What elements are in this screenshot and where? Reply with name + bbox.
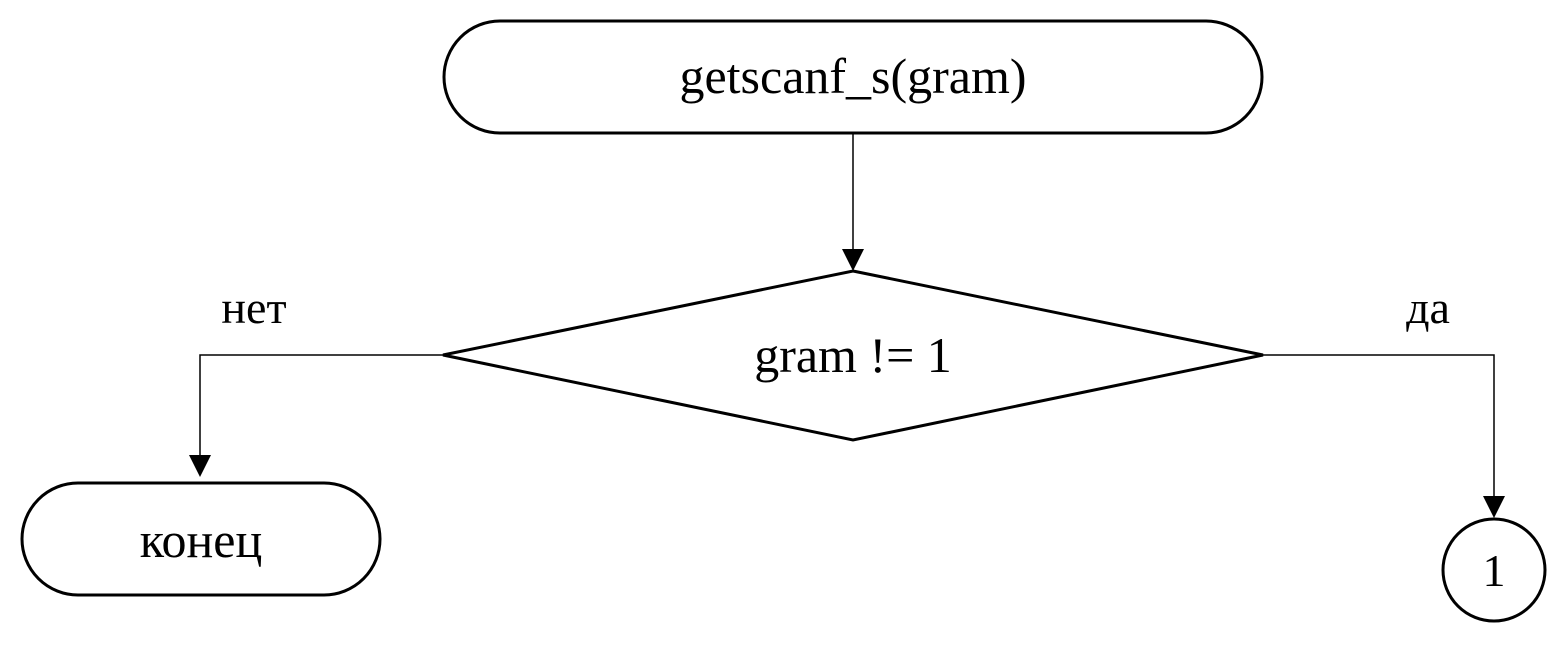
edge-decision-to-end: нет [189,282,443,477]
edge-start-to-decision [842,133,864,271]
branch-label-yes: да [1406,282,1450,333]
connector-node-label: 1 [1483,545,1506,596]
end-node-label: конец [140,512,262,568]
edge-line-decision-end [199,354,443,456]
connector-node: 1 [1441,517,1547,623]
end-terminator-shape [20,481,382,597]
edge-decision-to-connector: да [1263,282,1505,518]
start-node: getscanf_s(gram) [442,19,1264,135]
branch-label-no: нет [221,282,286,333]
end-node: конец [20,481,382,597]
decision-node-label: gram != 1 [754,327,952,383]
arrowhead-to-end [189,455,211,477]
arrowhead-to-decision [842,249,864,271]
decision-node: gram != 1 [442,269,1264,442]
arrowhead-to-connector [1483,496,1505,518]
start-node-label: getscanf_s(gram) [679,48,1026,104]
decision-diamond-shape [442,269,1264,442]
edge-line-decision-connector [1263,354,1495,497]
connector-circle-shape [1441,517,1547,623]
